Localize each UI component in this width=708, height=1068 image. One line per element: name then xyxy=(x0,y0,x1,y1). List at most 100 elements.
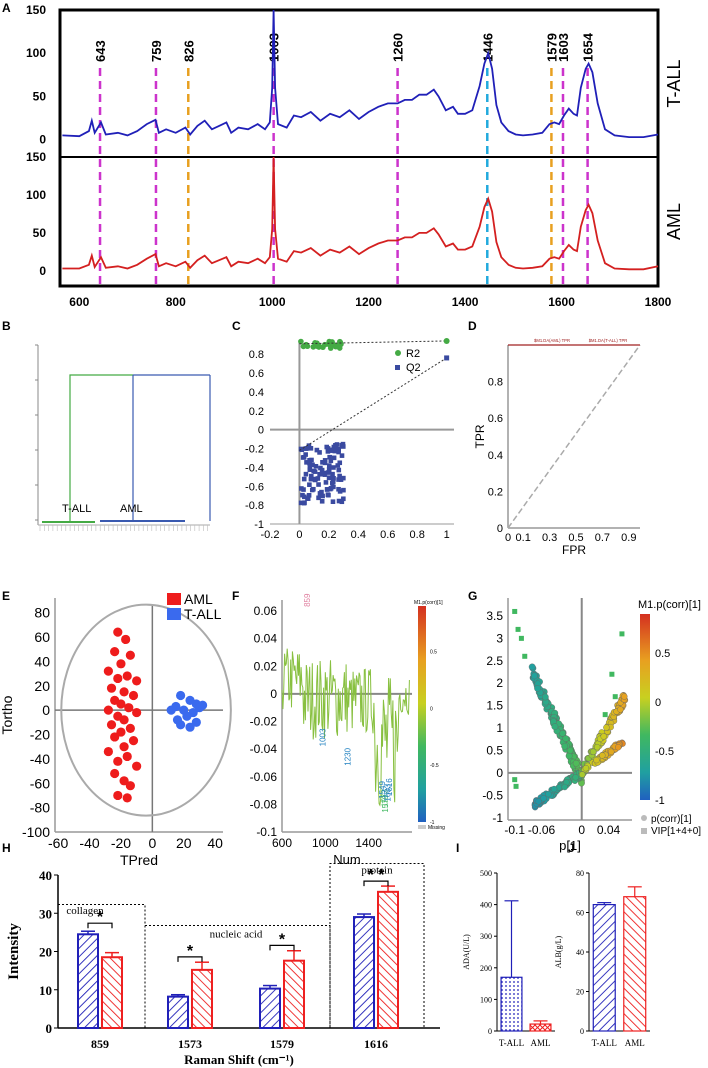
bar-t-all xyxy=(592,903,616,1032)
s-plot-point xyxy=(531,672,538,680)
y-tick-label: 30 xyxy=(39,906,52,921)
s-plot-point xyxy=(603,724,610,731)
q2-point xyxy=(301,454,307,460)
panel-e-score-plot: -100 -80 -60 -40 -20 0 20 40 60 80 -60 -40 -20 0 20 40 T… xyxy=(0,591,232,868)
y-tick-label: 1 xyxy=(496,721,503,735)
q2-point xyxy=(322,460,328,466)
y-tick-label: 0.04 xyxy=(254,632,278,646)
y-tick-label: 0.02 xyxy=(254,659,278,673)
score-point-aml xyxy=(119,776,129,786)
bar-t-all xyxy=(167,995,189,1030)
panel-f-loadings-plot: -0.1 -0.08 -0.06 -0.04 -0.02 0 0.02 0.04 0.06 600… xyxy=(250,593,446,867)
score-point-aml xyxy=(116,727,126,737)
x-tick-label: 1800 xyxy=(645,295,672,309)
r2-point xyxy=(313,342,320,349)
q2-point xyxy=(341,496,346,502)
legend-label-q2: Q2 xyxy=(406,362,421,374)
y-tick-label: -0.6 xyxy=(245,481,264,493)
score-point-aml xyxy=(122,751,132,762)
g-x-axis-title: p[1] xyxy=(559,838,581,853)
score-point-aml xyxy=(113,790,123,801)
x-tick-label: -60 xyxy=(48,835,68,851)
vip-point xyxy=(522,653,528,659)
score-point-t-all xyxy=(166,705,176,715)
panel-label-c: C xyxy=(232,319,241,333)
y-tick-label-top: 150 xyxy=(26,3,46,17)
y-tick-label: -0.8 xyxy=(245,500,264,512)
y-tick-label: 0.06 xyxy=(254,604,278,618)
legend-tall-tpr: $M1.DA(T-ALL) TPR xyxy=(589,338,628,343)
sig-bracket xyxy=(177,956,203,962)
q2-point xyxy=(336,467,342,473)
colorbar xyxy=(418,606,426,822)
legend-label-aml: AML xyxy=(184,591,213,607)
y-tick-label-bottom: 0 xyxy=(39,264,46,278)
s-plot-point xyxy=(572,774,579,781)
q2-point xyxy=(327,463,332,468)
legend-label-tall: T-ALL xyxy=(184,606,222,622)
score-point-aml xyxy=(103,666,113,676)
d-x-axis-title: FPR xyxy=(562,543,586,557)
y-tick-label: 10 xyxy=(39,983,52,998)
y-tick-label: 0 xyxy=(258,425,264,437)
panelI-y-axis-title: ADA(U/L) xyxy=(462,934,471,970)
bar-aml xyxy=(101,956,123,1029)
x-tick-label: 1200 xyxy=(355,295,382,309)
score-point-aml xyxy=(132,707,142,718)
y-tick-label: 0.2 xyxy=(488,486,503,498)
score-point-t-all xyxy=(176,720,186,730)
spectrum-line-aml xyxy=(62,156,659,271)
bar-t-all xyxy=(77,933,99,1029)
score-point-aml xyxy=(116,699,126,709)
s-plot-point xyxy=(578,771,586,778)
score-point-aml xyxy=(119,715,129,725)
x-tick-label: 1400 xyxy=(452,295,479,309)
score-point-t-all xyxy=(182,711,192,721)
vip-point xyxy=(512,777,518,783)
q2-point xyxy=(336,446,342,452)
y-tick-label: 20 xyxy=(39,945,52,960)
peak-label: 826 xyxy=(181,40,196,62)
e-y-axis-title: Tortho xyxy=(0,695,15,734)
panel-d-roc-curve: 0 0.2 0.4 0.6 0.8 0 0.1 0.3 0.5 0.7 0.9 FPR TPR $M1.D… xyxy=(473,338,641,557)
x-tick-label: 800 xyxy=(166,295,186,309)
colorbar-tick: 0.5 xyxy=(430,649,437,655)
q2-point xyxy=(298,500,304,506)
y-tick-label: 2.5 xyxy=(486,654,503,668)
score-point-aml xyxy=(116,659,126,669)
q2-point xyxy=(326,466,332,472)
peak-annotation: 1549 xyxy=(378,781,387,799)
x-tick-label: -20 xyxy=(111,835,131,851)
group-box-collagen xyxy=(58,903,146,1028)
s-plot-point xyxy=(590,748,597,756)
score-point-aml xyxy=(128,735,139,746)
s-plot-point xyxy=(566,746,574,754)
x-tick-label: 600 xyxy=(272,836,292,850)
panel-label-g: G xyxy=(468,589,477,603)
q2-point xyxy=(307,465,313,470)
s-plot-point xyxy=(561,742,569,750)
score-point-aml xyxy=(110,647,120,657)
q2-point xyxy=(317,450,322,455)
y-tick-label: 0.2 xyxy=(249,406,264,418)
score-point-t-all xyxy=(176,690,186,701)
panelJ-y-axis-title: ALB(g/L) xyxy=(554,935,563,968)
y-tick-label: 0.5 xyxy=(486,743,503,757)
loading-line xyxy=(281,648,410,807)
y-tick-label: -0.04 xyxy=(250,742,278,756)
x-tick-label: 40 xyxy=(207,835,223,851)
peak-label: 1654 xyxy=(581,32,596,62)
group-label-nucleic-acid: nucleic acid xyxy=(210,929,263,941)
s-plot-point xyxy=(582,764,590,772)
colorbar-tick: -0.5 xyxy=(655,746,674,758)
x-tick-label: 0 xyxy=(148,835,156,851)
score-point-aml xyxy=(103,746,113,757)
panel-label-f: F xyxy=(232,589,239,603)
sig-star-collagen: * xyxy=(97,909,104,926)
q2-point xyxy=(331,455,337,461)
r2-original-point xyxy=(443,337,450,344)
q2-point xyxy=(299,447,305,453)
y-tick-label-top: 50 xyxy=(33,89,47,103)
score-point-aml xyxy=(110,768,120,779)
x-tick-label: 0 xyxy=(578,823,585,837)
